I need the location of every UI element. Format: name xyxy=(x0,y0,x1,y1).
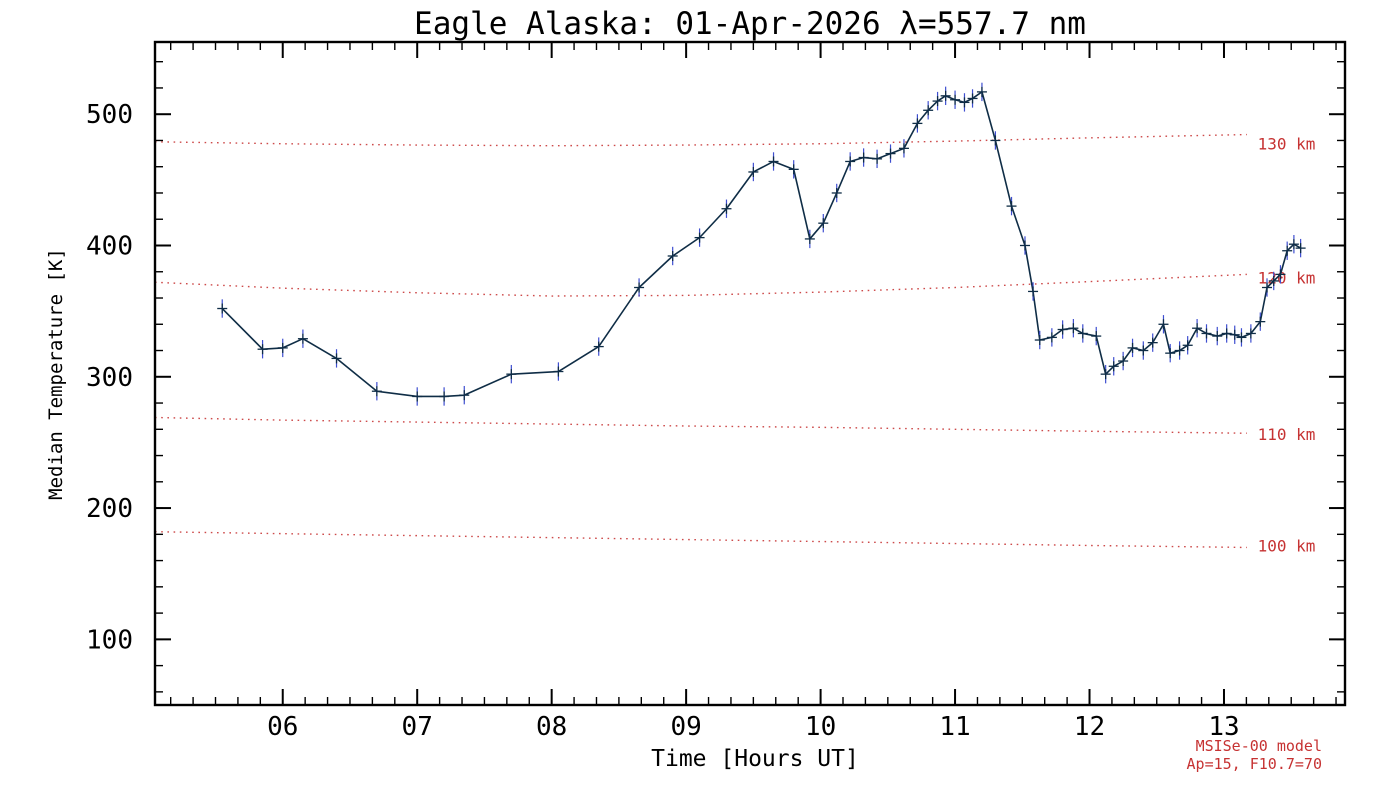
reference-line-100-km xyxy=(154,531,1247,549)
y-tick-label: 200 xyxy=(86,494,133,524)
x-tick-label: 13 xyxy=(1208,712,1239,742)
y-axis-label: Median Temperature [K] xyxy=(45,248,67,500)
model-annotation-name: MSISe-00 model xyxy=(1195,737,1322,755)
model-annotation-params: Ap=15, F10.7=70 xyxy=(1186,755,1322,773)
reference-line-120-km xyxy=(154,273,1247,297)
x-tick-label: 08 xyxy=(536,712,567,742)
altitude-label: 130 km xyxy=(1258,135,1316,154)
reference-line-110-km xyxy=(154,416,1247,434)
reference-line-130-km xyxy=(154,133,1247,147)
chart-title: Eagle Alaska: 01-Apr-2026 λ=557.7 nm xyxy=(414,6,1086,42)
y-tick-label: 100 xyxy=(86,625,133,655)
x-tick-label: 11 xyxy=(939,712,970,742)
x-tick-label: 12 xyxy=(1074,712,1105,742)
x-axis-label: Time [Hours UT] xyxy=(651,746,859,772)
x-tick-label: 06 xyxy=(267,712,298,742)
altitude-label: 110 km xyxy=(1258,425,1316,444)
x-tick-label: 10 xyxy=(805,712,836,742)
y-tick-label: 300 xyxy=(86,363,133,393)
altitude-label: 120 km xyxy=(1258,269,1316,288)
y-tick-label: 500 xyxy=(86,100,133,130)
altitude-label: 100 km xyxy=(1258,536,1316,555)
x-tick-label: 07 xyxy=(402,712,433,742)
plot-frame xyxy=(153,40,1347,707)
x-tick-label: 09 xyxy=(670,712,701,742)
y-tick-label: 400 xyxy=(86,231,133,261)
